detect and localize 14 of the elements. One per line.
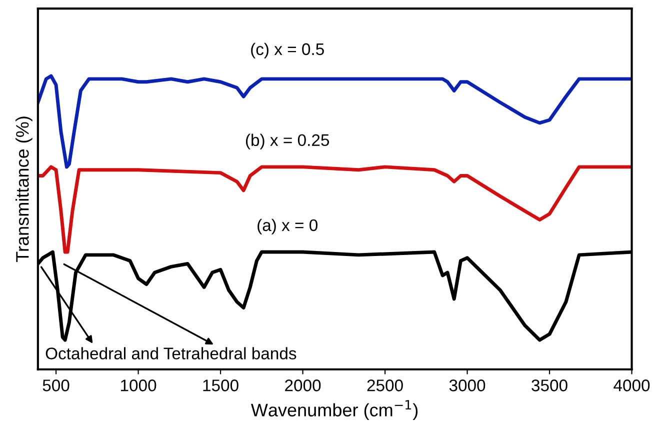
- series-label: (a) x = 0: [258, 218, 318, 234]
- series-label: (c) x = 0.5: [251, 42, 324, 58]
- y-axis-title: Transmittance (%): [16, 116, 32, 262]
- x-tick-label: 4000: [614, 380, 650, 392]
- x-tick-label: 3000: [449, 380, 486, 392]
- x-axis-title: Wavenumber (cm$^{−1}$): [250, 400, 418, 420]
- x-tick-label: 2000: [285, 380, 321, 392]
- series-label: (b) x = 0.25: [246, 134, 330, 150]
- x-tick-label: 500: [42, 380, 70, 392]
- x-tick-label: 1500: [203, 380, 238, 392]
- x-tick-label: 1000: [121, 380, 156, 392]
- annotation: Octahedral and Tetrahedral bands: [46, 347, 296, 360]
- x-tick-label: 2500: [367, 380, 403, 392]
- x-tick-label: 3500: [532, 380, 568, 392]
